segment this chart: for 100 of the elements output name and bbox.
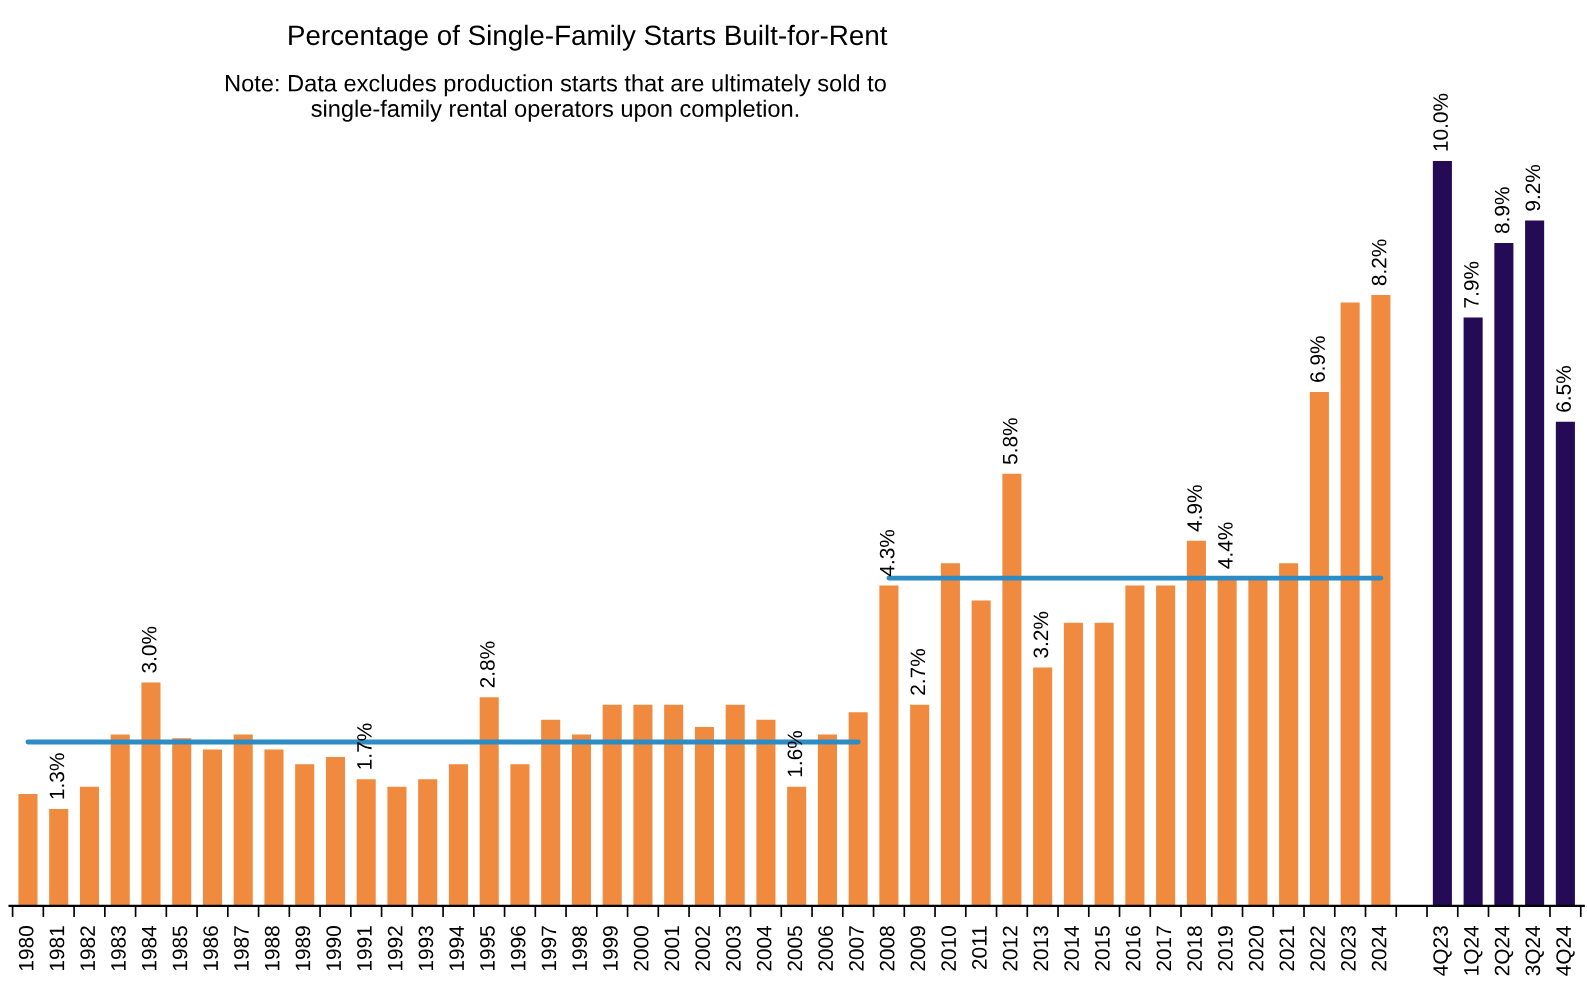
chart-title: Percentage of Single-Family Starts Built-for-Rent	[289, 24, 888, 51]
x-tick-label: 2009	[910, 926, 926, 971]
x-tick-label: 2008	[879, 926, 895, 971]
x-tick-label: 2018	[1187, 926, 1202, 971]
x-tick-label: 4Q24	[1556, 925, 1575, 976]
bar	[233, 734, 253, 906]
bar	[1279, 563, 1299, 906]
bar	[325, 756, 345, 906]
bar	[172, 738, 192, 906]
data-label: 3.2%	[1033, 611, 1049, 658]
x-tick-label: 1981	[49, 926, 65, 971]
x-tick-label: 1995	[480, 926, 495, 971]
bar	[1494, 242, 1514, 906]
x-tick-label: 1997	[541, 926, 557, 971]
x-tick-label: 2014	[1064, 925, 1079, 971]
x-tick-label: 2013	[1033, 926, 1049, 971]
x-tick-label: 2017	[1156, 926, 1172, 971]
x-tick-label: 2015	[1094, 926, 1110, 971]
bar	[448, 764, 468, 906]
bar	[1186, 540, 1206, 906]
x-tick-label: 1994	[449, 925, 465, 971]
x-tick-label: 2024	[1371, 925, 1387, 971]
bar	[418, 779, 438, 906]
x-tick-label: 1982	[80, 926, 96, 971]
x-tick-label: 1983	[111, 926, 126, 971]
data-label: 10.0%	[1433, 93, 1448, 151]
bar	[1033, 667, 1053, 906]
x-tick-label: 1984	[141, 925, 157, 971]
x-tick-label: 1992	[387, 926, 403, 971]
data-label: 2.7%	[910, 649, 926, 695]
x-tick-label: 1989	[295, 926, 311, 971]
data-label: 3.0%	[141, 626, 157, 673]
bar	[295, 764, 315, 906]
x-tick-label: 1999	[603, 926, 618, 971]
bar	[510, 764, 530, 906]
text: Note: Data excludes production starts that are ultimately sold to single-family rental operators upon completion.	[226, 74, 886, 122]
x-tick-label: 2005	[787, 926, 803, 971]
bar	[1432, 160, 1452, 906]
x-tick-label: 2001	[664, 926, 680, 971]
bar	[602, 704, 622, 906]
x-tick-label: 2012	[1002, 926, 1018, 971]
bar	[725, 704, 745, 906]
bar	[202, 749, 222, 906]
bar	[1125, 585, 1145, 906]
data-label: 8.9%	[1494, 187, 1510, 234]
data-label: 8.2%	[1371, 239, 1387, 286]
bar	[1371, 295, 1391, 906]
bar	[1555, 421, 1575, 906]
x-tick-label: 2011	[972, 926, 987, 970]
bar	[110, 734, 130, 906]
x-tick-label: 2000	[633, 926, 649, 971]
data-label: 1.7%	[357, 723, 372, 769]
x-tick-label: 2020	[1248, 926, 1264, 971]
bar	[910, 704, 930, 906]
bar	[356, 779, 376, 906]
data-label: 4.4%	[1218, 522, 1233, 569]
x-tick-label: 2002	[695, 926, 711, 971]
bar	[1525, 220, 1545, 906]
bar	[1156, 585, 1176, 906]
bar	[940, 563, 960, 906]
bar	[787, 786, 807, 906]
bar	[633, 704, 653, 906]
x-tick-label: 2004	[756, 925, 772, 971]
x-tick-label: 1991	[357, 926, 372, 971]
bar	[1309, 391, 1329, 906]
data-label: 1.3%	[49, 753, 65, 799]
bar	[141, 682, 161, 906]
x-tick-label: 1993	[418, 926, 434, 971]
x-tick-label: 1996	[510, 926, 526, 971]
bar	[1094, 622, 1114, 906]
bar	[694, 727, 714, 906]
bar	[879, 585, 899, 906]
x-tick-label: 2021	[1279, 926, 1295, 971]
data-label: 4.3%	[879, 529, 895, 577]
bar	[264, 749, 284, 906]
x-tick-label: 2003	[726, 926, 741, 971]
x-tick-label: 4Q23	[1433, 926, 1452, 976]
bar	[1002, 473, 1022, 906]
x-tick-label: 2019	[1217, 926, 1233, 971]
bar	[1217, 578, 1237, 906]
x-tick-label: 2016	[1125, 926, 1141, 971]
data-label: 6.9%	[1310, 336, 1325, 382]
bar	[18, 794, 38, 906]
bar	[479, 697, 499, 906]
bar	[387, 786, 407, 906]
x-tick-label: 1987	[234, 926, 249, 971]
x-tick-label: 2022	[1310, 926, 1325, 971]
data-label: 2.8%	[480, 641, 495, 688]
bar	[541, 719, 561, 906]
bar	[664, 704, 684, 906]
data-label: 6.5%	[1556, 366, 1571, 412]
x-tick-label: 1986	[203, 926, 219, 971]
bar	[971, 600, 991, 906]
x-tick-label: 1980	[18, 926, 34, 971]
bar	[571, 734, 591, 906]
x-tick-label: 1985	[172, 926, 188, 971]
data-label: 1.6%	[787, 730, 803, 777]
data-label: 9.2%	[1525, 164, 1541, 211]
bar	[1063, 622, 1083, 906]
x-tick-label: 1998	[572, 926, 588, 971]
